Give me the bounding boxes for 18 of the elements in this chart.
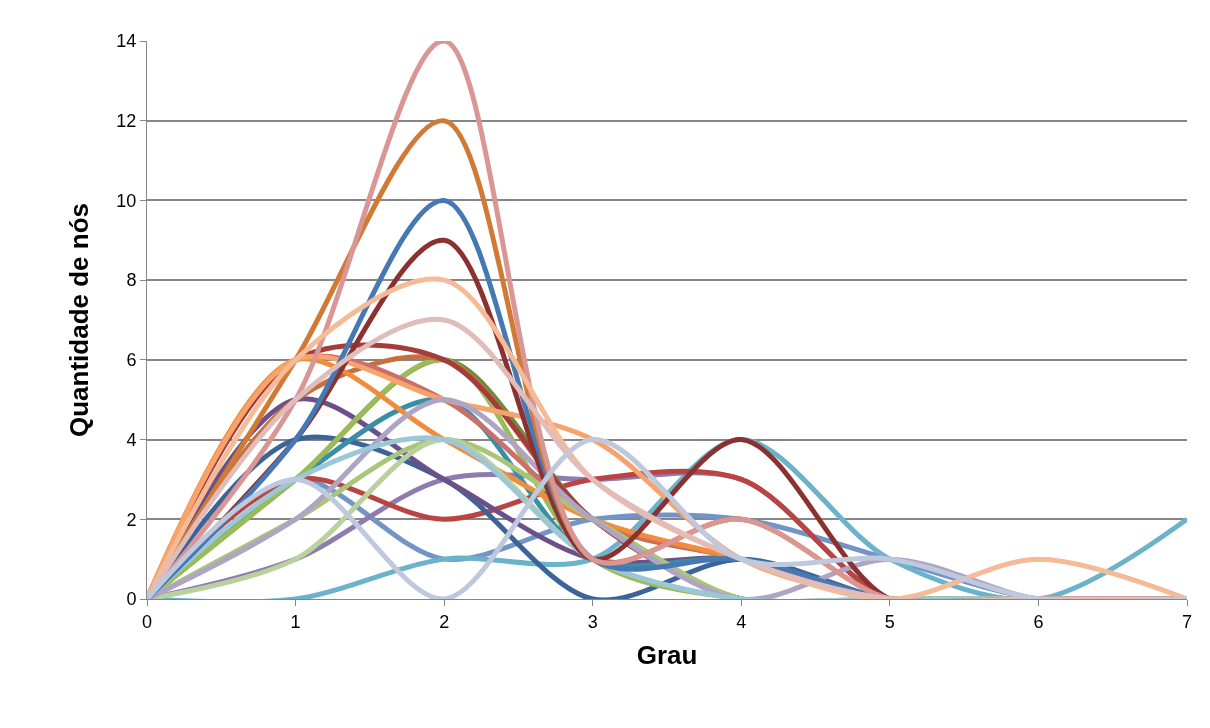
y-tick-label: 6 [126,350,137,371]
x-tick-label: 3 [587,611,598,632]
x-tick-label: 5 [884,611,895,632]
x-axis-title: Grau [636,640,698,671]
y-tick-label: 0 [126,589,137,610]
y-tick-label: 8 [126,270,137,291]
y-tick-label: 10 [116,190,137,211]
y-tick-label: 14 [116,31,137,52]
x-tick-label: 4 [736,611,747,632]
x-tick-label: 0 [141,611,153,632]
y-tick-label: 2 [126,509,137,530]
y-tick-label: 12 [116,111,137,132]
y-axis-title: Quantidade de nós [63,202,94,438]
y-tick-label: 4 [126,429,137,450]
x-tick-label: 2 [439,611,450,632]
x-tick-label: 1 [290,611,301,632]
x-tick-label: 6 [1033,611,1044,632]
x-tick-label: 7 [1181,611,1193,632]
